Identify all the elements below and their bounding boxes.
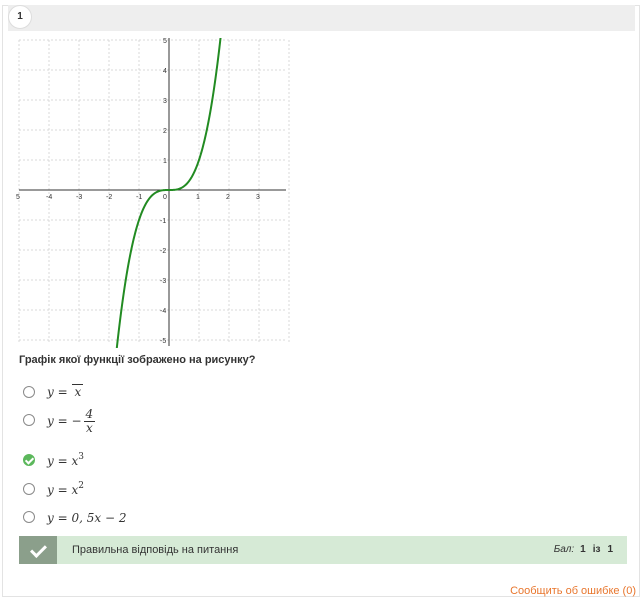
score-label: Бал: [553,544,575,555]
option-square[interactable]: y = x2 [23,481,223,507]
option-radio[interactable] [23,386,35,398]
function-graph: 5 -4 -3 -2 -1 0 1 2 3 5 4 3 2 1 -1 -2 -3 -4 -5 [16,38,290,348]
function-curve [115,38,222,348]
question-card [2,5,640,597]
option-formula: y = −4 x [47,407,96,435]
option-formula: y = x3 [47,452,84,468]
graph-axes [19,38,286,346]
x-tick-label: 5 [16,194,20,201]
option-formula: y = x2 [47,481,84,497]
y-tick-label: 2 [163,128,167,135]
x-tick-label: -1 [136,194,142,201]
score-value: 1 [580,544,586,555]
x-tick-label: 3 [256,194,260,201]
x-tick-label: 0 [163,194,167,201]
score: Бал: 1 із 1 [554,544,613,555]
score-max: 1 [607,544,613,555]
y-tick-label: 3 [163,98,167,105]
y-tick-label: -4 [160,308,166,315]
option-radio[interactable] [23,483,35,495]
feedback-banner: Правильна відповідь на питання Бал: 1 із 1 [19,536,627,564]
y-tick-label: -5 [160,338,166,345]
y-tick-label: 4 [163,68,167,75]
x-tick-label: 2 [226,194,230,201]
option-radio-checked[interactable] [23,454,35,466]
x-tick-label: -4 [46,194,52,201]
option-cube[interactable]: y = x3 [23,452,223,478]
graph-tick-labels: 5 -4 -3 -2 -1 0 1 2 3 5 4 3 2 1 -1 -2 -3 -4 -5 [16,38,260,345]
option-reciprocal[interactable]: y = −4 x [23,407,223,435]
option-sqrt[interactable]: y = x [23,384,223,408]
option-radio[interactable] [23,511,35,523]
x-tick-label: 1 [196,194,200,201]
option-radio[interactable] [23,414,35,426]
y-tick-label: 5 [163,38,167,45]
score-separator: із [592,544,601,555]
y-tick-label: -2 [160,248,166,255]
feedback-text: Правильна відповідь на питання [72,544,239,556]
x-tick-label: -3 [76,194,82,201]
check-icon [19,536,57,564]
question-text: Графік якої функції зображено на рисунку… [19,354,256,366]
question-header: 1 [8,5,635,31]
y-tick-label: 1 [163,158,167,165]
option-formula: y = 0, 5x − 2 [47,511,127,525]
graph-grid [18,39,290,343]
question-number: 1 [8,5,32,29]
option-linear[interactable]: y = 0, 5x − 2 [23,511,223,535]
y-tick-label: -1 [160,218,166,225]
y-tick-label: -3 [160,278,166,285]
option-formula: y = x [47,384,84,399]
x-tick-label: -2 [106,194,112,201]
report-error-link[interactable]: Сообщить об ошибке (0) [510,585,636,597]
